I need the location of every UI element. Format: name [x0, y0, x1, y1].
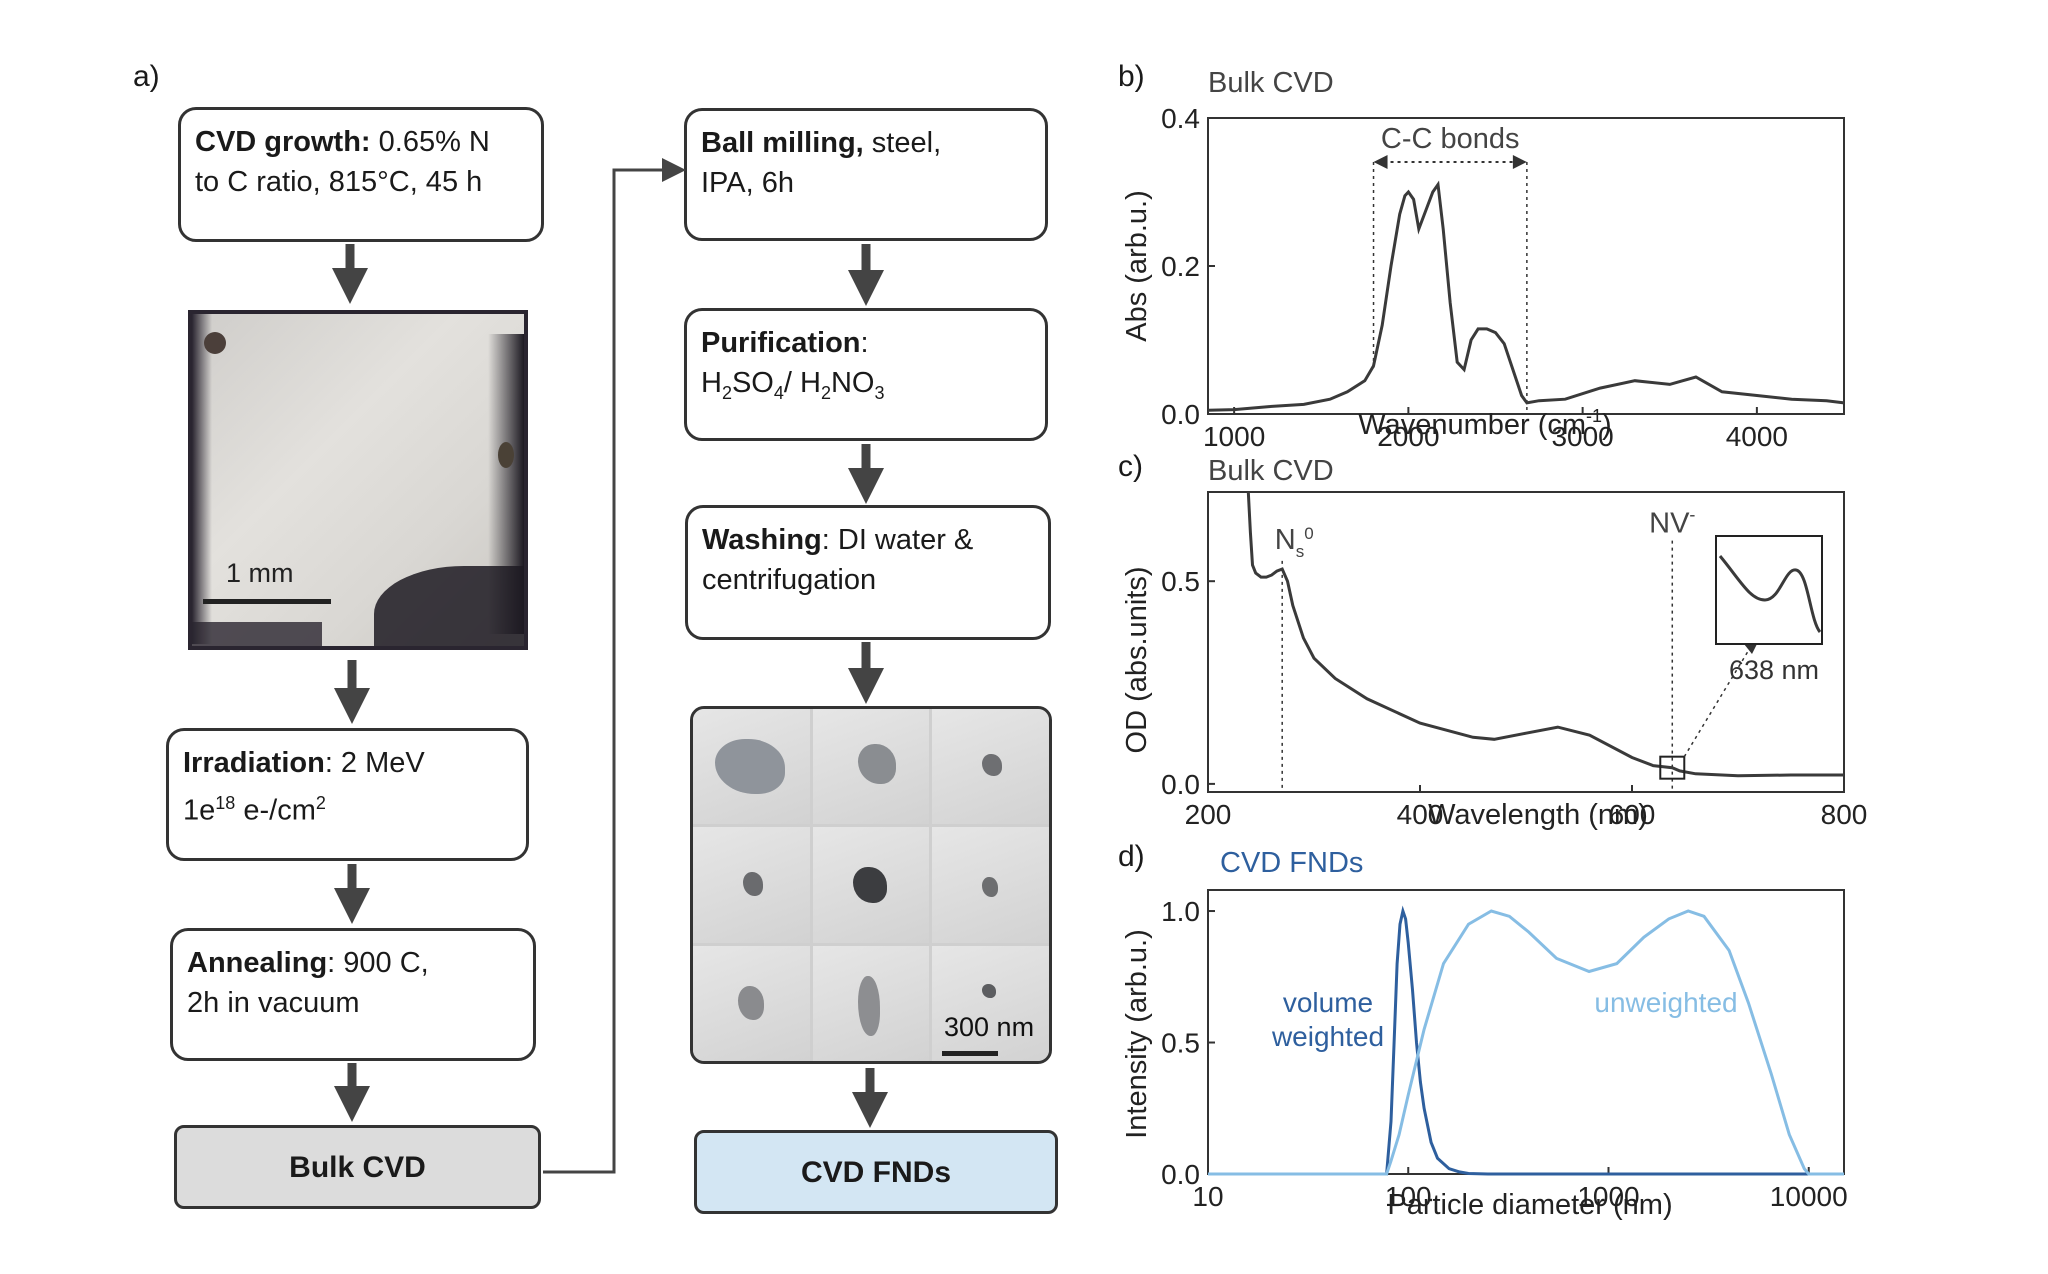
chart-c-nv-label: NV-: [1649, 505, 1695, 540]
chart-b-ytick-label: 0.0: [1161, 399, 1200, 430]
cvd-fnds-box: CVD FNDs: [694, 1130, 1058, 1214]
tem-scale-label: 300 nm: [944, 1012, 1035, 1042]
chart-c-title: Bulk CVD: [1208, 455, 1334, 487]
chart-b-xtick-label: 4000: [1726, 421, 1788, 450]
purification-box: Purification: H2SO4/ H2NO3: [684, 308, 1048, 441]
purification-slash-h: / H: [783, 367, 821, 399]
chart-b-xtick-label: 3000: [1551, 421, 1613, 450]
purification-sub-2: 2: [721, 382, 732, 403]
chart-d-xtick-label: 100: [1385, 1181, 1432, 1212]
chart-c-zoom-box: [1659, 755, 1686, 780]
chart-b-xtick-label: 1000: [1203, 421, 1265, 450]
cvd-growth-box: CVD growth: 0.65% N to C ratio, 815°C, 4…: [178, 107, 544, 242]
chart-c-inset-label: 638 nm: [1729, 655, 1819, 685]
chart-d-xtick-label: 10: [1192, 1181, 1223, 1212]
annealing-line2: 2h in vacuum: [187, 987, 360, 1019]
chart-b-absorption: Bulk CVD 1000 2000 3000 4000 0.0 0.2 0.4 C-C b…: [1121, 67, 1845, 450]
annealing-line1: : 900 C,: [327, 947, 429, 979]
chart-d-title: CVD FNDs: [1220, 847, 1363, 879]
photo-scale-bar: [203, 599, 331, 604]
ball-milling-line2: IPA, 6h: [701, 167, 794, 199]
bulk-cvd-box: Bulk CVD: [174, 1125, 541, 1209]
irradiation-unit-exponent: 2: [315, 793, 326, 813]
ball-milling-box: Ball milling, steel, IPA, 6h: [684, 108, 1048, 241]
panel-label-a: a): [133, 60, 160, 93]
chart-c-ylabel: OD (abs.units): [1121, 567, 1153, 754]
purification-h: H: [701, 367, 722, 399]
chart-d-xtick-label: 10000: [1770, 1181, 1848, 1212]
purification-sub-3: 3: [874, 382, 885, 403]
ball-milling-title: Ball milling,: [701, 127, 864, 159]
chart-b-ytick-label: 0.2: [1161, 251, 1200, 282]
chart-b-xlabel: Wavenumber (cm-1): [1358, 406, 1611, 441]
purification-sub-2b: 2: [820, 382, 831, 403]
chart-b-ytick-label: 0.4: [1161, 103, 1200, 134]
purification-sub-4: 4: [773, 382, 784, 403]
chart-c-xtick-label: 600: [1609, 799, 1656, 830]
chart-d-ylabel: Intensity (arb.u.): [1121, 929, 1153, 1139]
chart-c-zoom-connector: [1683, 647, 1751, 758]
chart-c-optical-density: Bulk CVD 200 400 600 800 0.0 0.5 Ns0 NV- 638 …: [1121, 455, 1868, 831]
purification-colon: :: [860, 327, 869, 359]
chart-d-ytick-label: 0.5: [1161, 1028, 1200, 1059]
chart-b-series-line: [1207, 180, 1845, 412]
chart-c-series-line: [1246, 491, 1844, 778]
purification-title: Purification: [701, 327, 861, 359]
chart-d-series-volume-weighted: [1208, 905, 1844, 1176]
chart-d-xlabel: Particle diameter (nm): [1387, 1189, 1672, 1221]
chart-c-inset-line: [1718, 555, 1822, 633]
photo-scale-label: 1 mm: [226, 558, 294, 588]
washing-line2: centrifugation: [702, 564, 877, 596]
chart-d-ytick-label: 0.0: [1161, 1159, 1200, 1190]
flow-arrows: [332, 158, 888, 1174]
irradiation-box: Irradiation: 2 MeV 1e18 e-/cm2: [166, 728, 529, 861]
chart-d-unweighted-label: unweighted: [1594, 987, 1737, 1018]
panel-label-b: b): [1118, 60, 1145, 93]
chart-b-xtick-label: 2000: [1377, 421, 1439, 450]
chart-c-ytick-label: 0.0: [1161, 769, 1200, 800]
irradiation-dose-unit: e-/cm: [235, 794, 316, 827]
chart-d-xtick-label: 1000: [1577, 1181, 1639, 1212]
chart-c-xtick-label: 800: [1821, 799, 1868, 830]
tem-scale-bar: [942, 1051, 998, 1056]
purification-so: SO: [731, 367, 774, 399]
purification-no: NO: [830, 367, 875, 399]
chart-b-annotation: C-C bonds: [1381, 123, 1520, 155]
chart-d-volume-label-line1: volume: [1283, 987, 1373, 1018]
cvd-growth-line1: 0.65% N: [370, 126, 490, 158]
chart-c-ytick-label: 0.5: [1161, 566, 1200, 597]
chart-c-xlabel: Wavelength (nm): [1428, 799, 1648, 831]
cvd-growth-line2: to C ratio, 815°C, 45 h: [195, 166, 483, 198]
chart-b-arrowhead-right: [1512, 155, 1527, 169]
cvd-growth-title: CVD growth:: [195, 126, 371, 158]
panel-label-c: c): [1118, 450, 1143, 483]
washing-box: Washing: DI water & centrifugation: [685, 505, 1051, 640]
washing-line1: : DI water &: [821, 524, 974, 556]
chart-c-ns-label: Ns0: [1275, 524, 1314, 561]
irradiation-dose: 1e: [183, 794, 216, 827]
chart-b-arrowhead-left: [1373, 155, 1388, 169]
chart-c-xtick-label: 400: [1397, 799, 1444, 830]
chart-d-ytick-label: 1.0: [1161, 896, 1200, 927]
chart-d-volume-label-line2: weighted: [1271, 1021, 1384, 1052]
irradiation-line1: : 2 MeV: [324, 747, 425, 779]
ball-milling-line1: steel,: [863, 127, 942, 159]
irradiation-dose-exponent: 18: [215, 793, 236, 813]
chart-c-inset: [1715, 535, 1823, 645]
annealing-box: Annealing: 900 C, 2h in vacuum: [170, 928, 536, 1061]
chart-b-ylabel: Abs (arb.u.): [1121, 190, 1153, 342]
irradiation-title: Irradiation: [183, 747, 325, 779]
chart-c-xtick-label: 200: [1185, 799, 1232, 830]
panel-label-d: d): [1118, 840, 1145, 873]
chart-b-title: Bulk CVD: [1208, 67, 1334, 99]
chart-c-frame: [1207, 491, 1845, 793]
cvd-diamond-photo: [188, 310, 528, 650]
washing-title: Washing: [702, 524, 822, 556]
arrow-bulk-to-ballmilling: [543, 158, 686, 1174]
annealing-title: Annealing: [187, 947, 328, 979]
tem-image-grid: [690, 706, 1052, 1064]
chart-d-series-unweighted: [1208, 909, 1844, 1176]
